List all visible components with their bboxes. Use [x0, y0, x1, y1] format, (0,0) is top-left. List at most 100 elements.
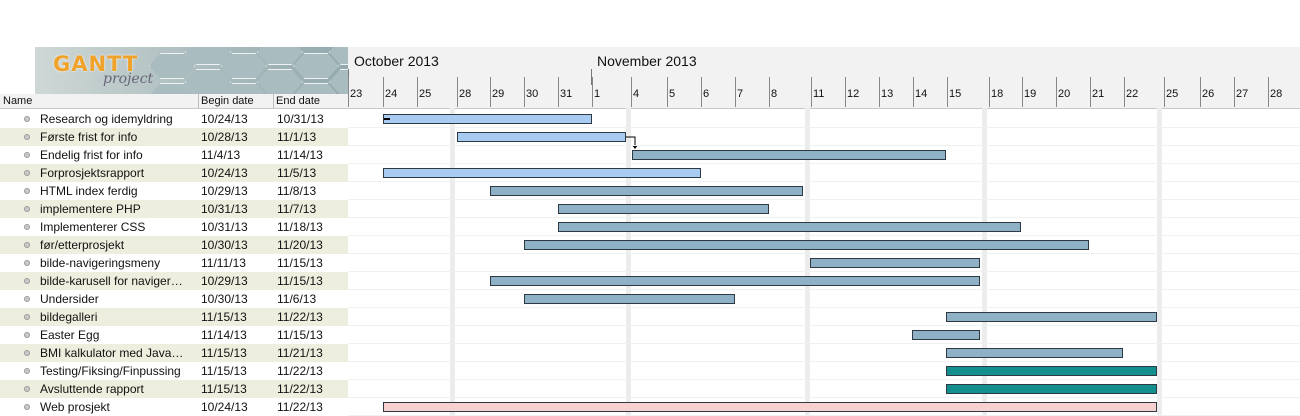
task-bar[interactable] — [490, 186, 803, 196]
day-tick — [1234, 77, 1235, 107]
column-header-end-date[interactable]: End date — [276, 95, 321, 107]
task-end-date[interactable]: 11/21/13 — [277, 346, 323, 360]
task-row[interactable]: Testing/Fiksing/Finpussing 11/15/13 11/22/… — [0, 362, 348, 380]
task-row[interactable]: Undersider 10/30/13 11/6/13 — [0, 290, 348, 308]
task-end-date[interactable]: 11/15/13 — [277, 274, 323, 288]
task-begin-date[interactable]: 10/29/13 — [201, 184, 248, 198]
task-end-date[interactable]: 11/8/13 — [277, 184, 317, 198]
task-begin-date[interactable]: 10/24/13 — [201, 112, 248, 126]
task-row[interactable]: Research og idemyldring 10/24/13 10/31/13 — [0, 110, 348, 128]
task-bar[interactable] — [383, 168, 701, 178]
task-name[interactable]: Endelig frist for info — [40, 148, 143, 162]
task-row[interactable]: HTML index ferdig 10/29/13 11/8/13 — [0, 182, 348, 200]
task-name[interactable]: Testing/Fiksing/Finpussing — [40, 364, 181, 378]
day-tick — [457, 77, 458, 107]
task-begin-date[interactable]: 10/31/13 — [201, 220, 248, 234]
task-row[interactable]: Implementerer CSS 10/31/13 11/18/13 — [0, 218, 348, 236]
task-row[interactable]: BMI kalkulator med Java… 11/15/13 11/21/13 — [0, 344, 348, 362]
task-bar[interactable] — [558, 204, 769, 214]
task-row[interactable]: før/etterprosjekt 10/30/13 11/20/13 — [0, 236, 348, 254]
task-begin-date[interactable]: 11/15/13 — [201, 364, 247, 378]
day-tick — [845, 77, 846, 107]
task-name[interactable]: bilde-navigeringsmeny — [40, 256, 161, 270]
task-name[interactable]: HTML index ferdig — [40, 184, 138, 198]
task-begin-date[interactable]: 11/15/13 — [201, 346, 247, 360]
task-row[interactable]: Easter Egg 11/14/13 11/15/13 — [0, 326, 348, 344]
task-begin-date[interactable]: 10/30/13 — [201, 238, 248, 252]
task-row[interactable]: Første frist for info 10/28/13 11/1/13 — [0, 128, 348, 146]
task-end-date[interactable]: 11/22/13 — [277, 364, 323, 378]
task-bar[interactable] — [457, 132, 626, 142]
task-name[interactable]: Web prosjekt — [40, 400, 110, 414]
grid-line — [348, 325, 1300, 326]
task-end-date[interactable]: 11/7/13 — [277, 202, 317, 216]
task-begin-date[interactable]: 11/14/13 — [201, 328, 247, 342]
task-end-date[interactable]: 11/14/13 — [277, 148, 323, 162]
task-end-date[interactable]: 11/18/13 — [277, 220, 323, 234]
day-tick — [879, 77, 880, 107]
task-row[interactable]: Avsluttende rapport 11/15/13 11/22/13 — [0, 380, 348, 398]
task-begin-date[interactable]: 10/24/13 — [201, 400, 248, 414]
task-row[interactable]: Forprosjektsrapport 10/24/13 11/5/13 — [0, 164, 348, 182]
day-label: 13 — [881, 88, 894, 100]
task-begin-date[interactable]: 10/24/13 — [201, 166, 248, 180]
task-bar[interactable] — [490, 276, 980, 286]
task-bar[interactable] — [383, 402, 1157, 412]
task-row[interactable]: bildegalleri 11/15/13 11/22/13 — [0, 308, 348, 326]
day-label: 11 — [813, 88, 825, 100]
task-name[interactable]: bildegalleri — [40, 310, 98, 324]
gantt-chart-area[interactable] — [348, 108, 1300, 416]
task-end-date[interactable]: 11/1/13 — [277, 130, 317, 144]
task-name[interactable]: Implementerer CSS — [40, 220, 146, 234]
task-name[interactable]: før/etterprosjekt — [40, 238, 125, 252]
task-end-date[interactable]: 11/5/13 — [277, 166, 317, 180]
task-bar[interactable] — [632, 150, 946, 160]
task-row[interactable]: bilde-navigeringsmeny 11/11/13 11/15/13 — [0, 254, 348, 272]
task-row[interactable]: Web prosjekt 10/24/13 11/22/13 — [0, 398, 348, 416]
task-begin-date[interactable]: 11/4/13 — [201, 148, 241, 162]
task-bar[interactable] — [946, 366, 1157, 376]
task-name[interactable]: Forprosjektsrapport — [40, 166, 145, 180]
task-name[interactable]: Undersider — [40, 292, 99, 306]
column-header-name[interactable]: Name — [3, 95, 33, 107]
task-begin-date[interactable]: 10/28/13 — [201, 130, 248, 144]
task-bar[interactable] — [524, 294, 735, 304]
task-end-date[interactable]: 11/20/13 — [277, 238, 323, 252]
task-bar[interactable] — [946, 384, 1157, 394]
column-header-begin-date[interactable]: Begin date — [201, 95, 254, 107]
task-begin-date[interactable]: 10/29/13 — [201, 274, 248, 288]
task-bar[interactable] — [383, 114, 592, 124]
task-end-date[interactable]: 11/22/13 — [277, 400, 323, 414]
task-name[interactable]: bilde-karusell for naviger… — [40, 274, 183, 288]
task-begin-date[interactable]: 10/31/13 — [201, 202, 248, 216]
task-begin-date[interactable]: 10/30/13 — [201, 292, 248, 306]
task-bar[interactable] — [912, 330, 980, 340]
day-label: 30 — [526, 88, 539, 100]
task-end-date[interactable]: 11/22/13 — [277, 310, 323, 324]
task-bar[interactable] — [810, 258, 980, 268]
day-tick — [631, 77, 632, 107]
task-name[interactable]: implementere PHP — [40, 202, 141, 216]
task-begin-date[interactable]: 11/15/13 — [201, 382, 247, 396]
task-row[interactable]: bilde-karusell for naviger… 10/29/13 11/15… — [0, 272, 348, 290]
task-end-date[interactable]: 11/15/13 — [277, 256, 323, 270]
task-bar[interactable] — [946, 348, 1123, 358]
task-end-date[interactable]: 10/31/13 — [277, 112, 324, 126]
task-bar[interactable] — [558, 222, 1021, 232]
task-end-date[interactable]: 11/15/13 — [277, 328, 323, 342]
task-end-date[interactable]: 11/6/13 — [277, 292, 317, 306]
task-bar[interactable] — [946, 312, 1157, 322]
month-tick — [591, 69, 592, 85]
task-name[interactable]: Easter Egg — [40, 328, 100, 342]
task-row[interactable]: Endelig frist for info 11/4/13 11/14/13 — [0, 146, 348, 164]
task-name[interactable]: BMI kalkulator med Java… — [40, 346, 184, 360]
task-name[interactable]: Første frist for info — [40, 130, 138, 144]
task-bar[interactable] — [524, 240, 1089, 250]
day-tick — [735, 77, 736, 107]
task-end-date[interactable]: 11/22/13 — [277, 382, 323, 396]
task-begin-date[interactable]: 11/11/13 — [201, 256, 246, 270]
task-begin-date[interactable]: 11/15/13 — [201, 310, 247, 324]
task-name[interactable]: Research og idemyldring — [40, 112, 173, 126]
task-row[interactable]: implementere PHP 10/31/13 11/7/13 — [0, 200, 348, 218]
task-name[interactable]: Avsluttende rapport — [40, 382, 144, 396]
